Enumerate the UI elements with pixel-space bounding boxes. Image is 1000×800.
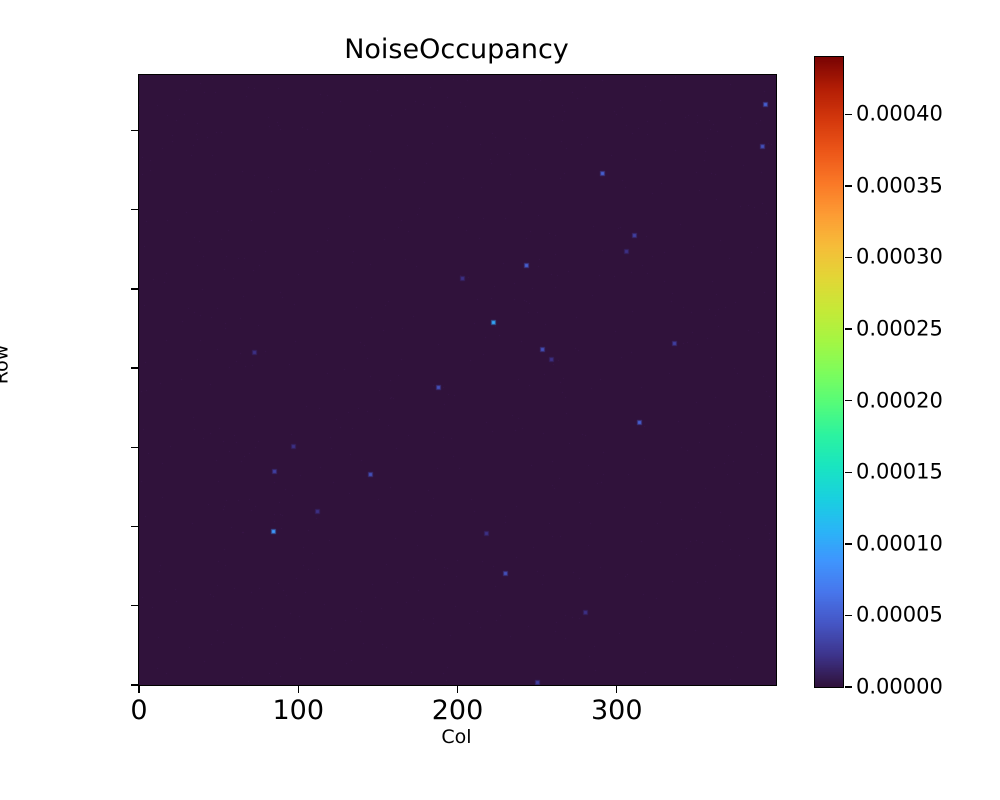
y-tick-mark	[131, 526, 138, 527]
colorbar-tick-mark	[845, 400, 852, 401]
colorbar-tick-label: 0.00020	[856, 390, 943, 411]
colorbar-tick-label: 0.00030	[856, 247, 943, 268]
y-tick-mark	[131, 605, 138, 606]
colorbar-tick-label: 0.00000	[856, 677, 943, 698]
colorbar-tick-mark	[845, 328, 852, 329]
colorbar-tick-mark	[845, 257, 852, 258]
heatmap-image	[139, 75, 776, 685]
x-tick-label: 200	[432, 697, 484, 724]
y-tick-mark	[131, 130, 138, 131]
y-tick-mark	[131, 684, 138, 685]
x-tick-mark	[616, 686, 617, 693]
colorbar-tick-label: 0.00010	[856, 533, 943, 554]
y-tick-mark	[131, 209, 138, 210]
x-tick-mark	[457, 686, 458, 693]
colorbar: 0.00000 0.00005 0.00010 0.00015 0.00020 0.000…	[814, 56, 844, 688]
y-tick-mark	[131, 288, 138, 289]
y-axis-label: Row	[0, 345, 11, 385]
y-tick-mark	[131, 367, 138, 368]
colorbar-tick-label: 0.00005	[856, 605, 943, 626]
colorbar-tick-mark	[845, 472, 852, 473]
colorbar-tick-mark	[845, 615, 852, 616]
x-tick-label: 0	[130, 697, 147, 724]
x-tick-mark	[138, 686, 139, 693]
colorbar-tick-label: 0.00025	[856, 319, 943, 340]
colorbar-tick-label: 0.00035	[856, 175, 943, 196]
colorbar-tick-mark	[845, 185, 852, 186]
x-tick-label: 100	[272, 697, 324, 724]
y-tick-mark	[131, 447, 138, 448]
page-title: NoiseOccupancy	[138, 36, 775, 63]
x-axis-label: Col	[138, 728, 775, 747]
x-tick-label: 300	[591, 697, 643, 724]
colorbar-tick-mark	[845, 686, 852, 687]
colorbar-tick-mark	[845, 543, 852, 544]
colorbar-tick-label: 0.00015	[856, 462, 943, 483]
colorbar-gradient	[815, 57, 843, 687]
figure-canvas: NoiseOccupancy 050100150200250300350 010…	[0, 0, 1000, 800]
colorbar-tick-label: 0.00040	[856, 104, 943, 125]
heatmap-axes: 050100150200250300350 0100200300	[138, 74, 777, 686]
x-tick-mark	[298, 686, 299, 693]
colorbar-tick-mark	[845, 114, 852, 115]
